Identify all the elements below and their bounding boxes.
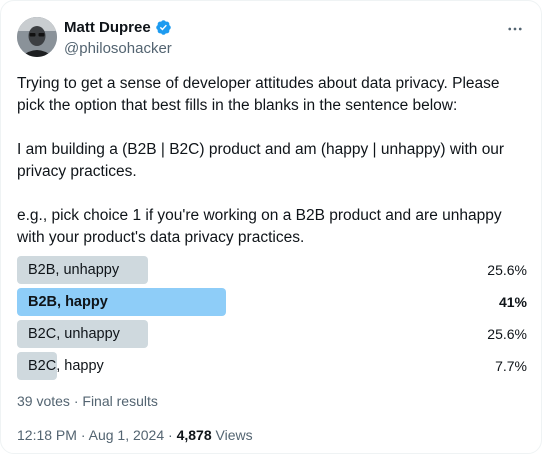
tweet-timestamp: 12:18 PM · Aug 1, 2024 · 4,878 Views xyxy=(17,427,253,443)
poll-option-label: B2C, happy xyxy=(28,358,104,374)
timestamp-separator: · xyxy=(76,427,89,443)
poll-option: B2C, happy 7.7% xyxy=(17,352,527,380)
poll-option: B2B, happy 41% xyxy=(17,288,527,316)
user-name-row: Matt Dupree xyxy=(64,19,172,36)
views-count[interactable]: 4,878 xyxy=(176,427,212,443)
poll-votes: 39 votes xyxy=(17,393,70,409)
tweet-paragraph: Trying to get a sense of developer attit… xyxy=(17,75,500,114)
poll-option-percent: 25.6% xyxy=(487,326,527,342)
poll-meta: 39 votes · Final results xyxy=(17,393,158,409)
tweet-time[interactable]: 12:18 PM xyxy=(17,427,77,443)
poll-option-bar xyxy=(17,256,148,284)
tweet-text: Trying to get a sense of developer attit… xyxy=(17,73,527,249)
user-handle[interactable]: @philosohacker xyxy=(64,40,172,57)
poll-option-bar xyxy=(17,288,226,316)
verified-badge-icon xyxy=(155,20,171,35)
poll-option-label: B2B, happy xyxy=(28,294,108,310)
timestamp-separator: · xyxy=(164,427,177,443)
poll-option-percent: 41% xyxy=(498,294,527,310)
avatar-image xyxy=(17,17,57,57)
poll-option-label: B2B, unhappy xyxy=(28,262,120,278)
user-name[interactable]: Matt Dupree xyxy=(64,19,151,36)
avatar[interactable] xyxy=(17,17,57,57)
tweet-paragraph: I am building a (B2B | B2C) product and … xyxy=(17,141,505,180)
more-options-button[interactable] xyxy=(505,19,525,39)
poll: B2B, unhappy 25.6% B2B, happy 41% B2C, unhap… xyxy=(17,256,527,384)
poll-option-bar xyxy=(17,320,148,348)
poll-option-bar xyxy=(17,352,57,380)
poll-meta-separator: · xyxy=(69,393,83,409)
tweet-date[interactable]: Aug 1, 2024 xyxy=(88,427,165,443)
poll-option: B2C, unhappy 25.6% xyxy=(17,320,527,348)
more-horizontal-icon xyxy=(508,27,522,31)
poll-option-label: B2C, unhappy xyxy=(28,326,120,342)
poll-status: Final results xyxy=(82,393,158,409)
poll-option-percent: 7.7% xyxy=(495,358,527,374)
views-label: Views xyxy=(211,427,253,443)
poll-option: B2B, unhappy 25.6% xyxy=(17,256,527,284)
poll-option-percent: 25.6% xyxy=(487,262,527,278)
tweet-paragraph: e.g., pick choice 1 if you're working on… xyxy=(17,207,502,246)
